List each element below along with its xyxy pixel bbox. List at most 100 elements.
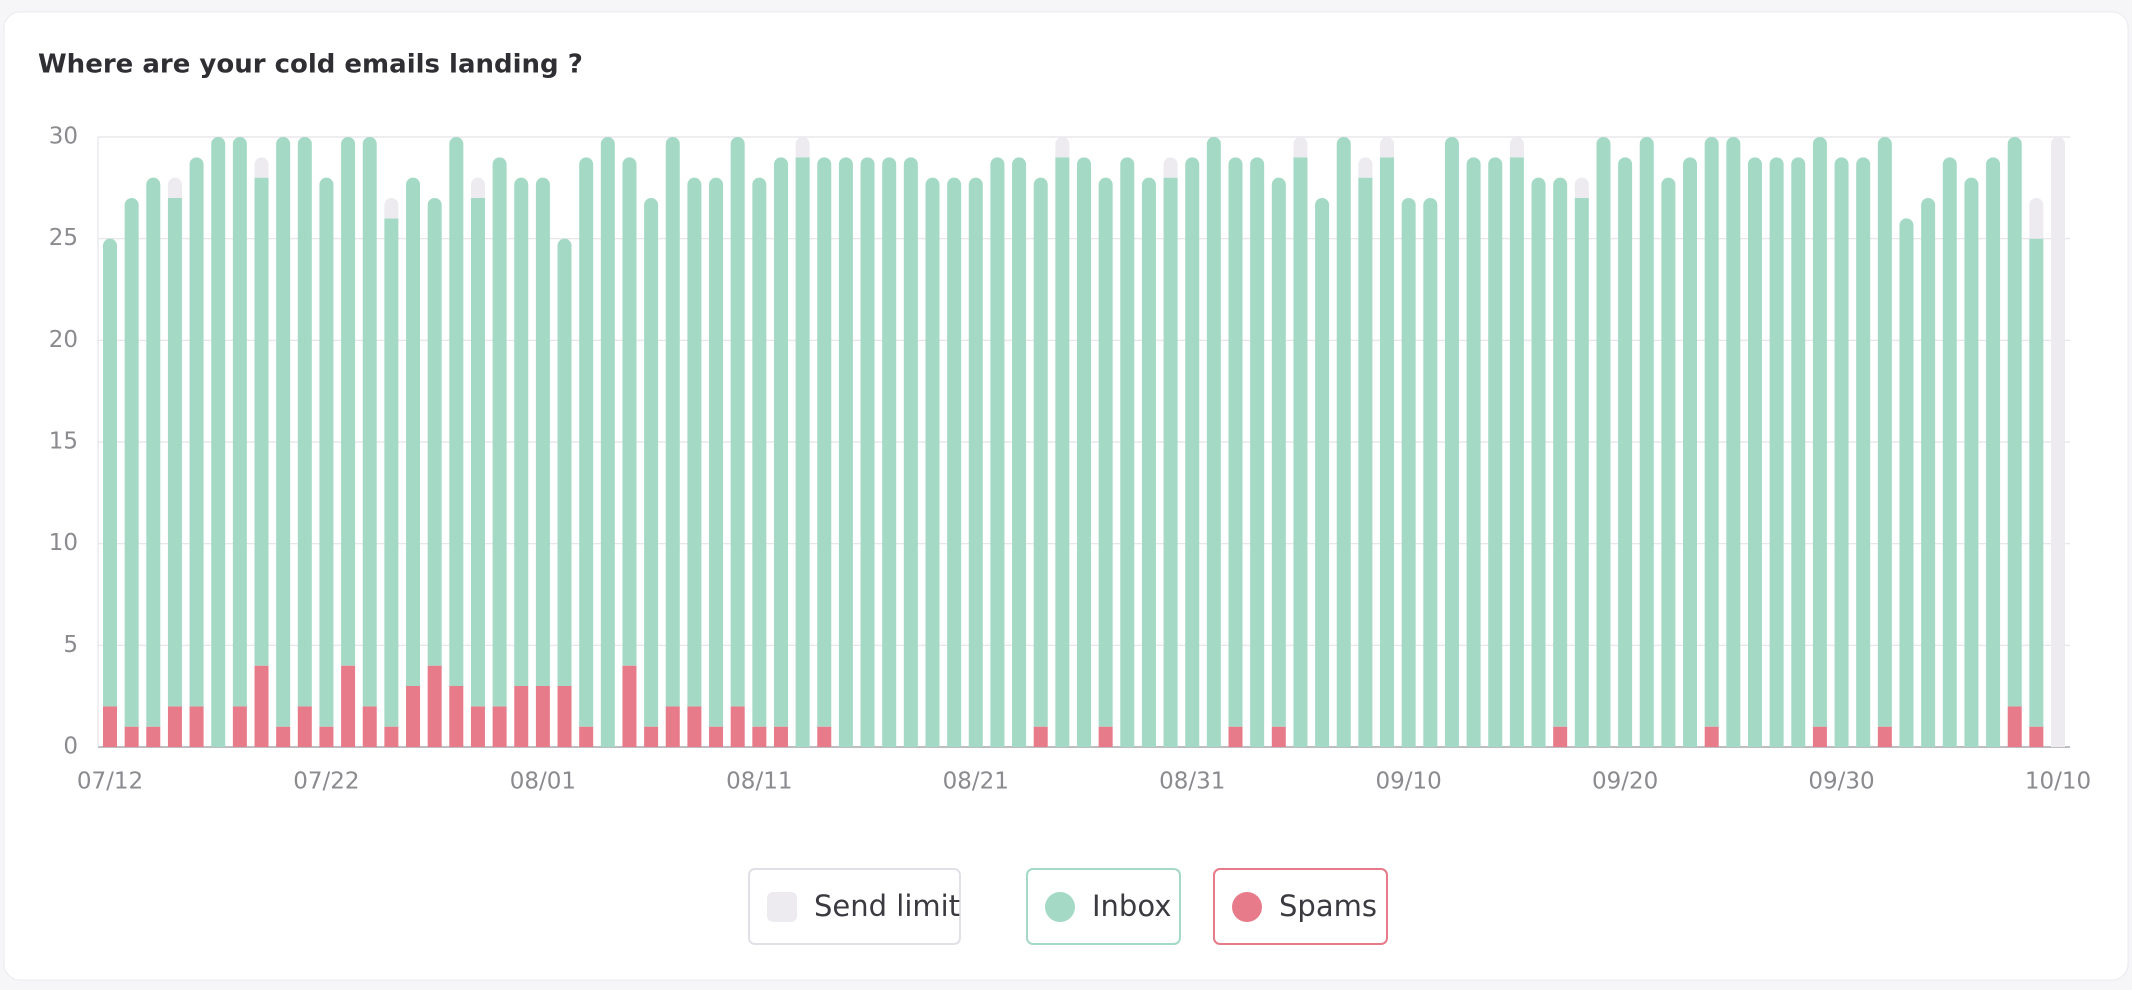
x-tick-label: 08/21 bbox=[943, 769, 1009, 795]
bar-segment bbox=[622, 157, 637, 666]
x-tick-label: 08/11 bbox=[726, 769, 792, 795]
bar-segment bbox=[947, 177, 962, 747]
bar-segment bbox=[557, 238, 572, 686]
bar-segment bbox=[406, 686, 421, 747]
bar-segment bbox=[644, 198, 659, 727]
bar-segment bbox=[1986, 157, 2001, 748]
bar-segment bbox=[514, 177, 529, 686]
bar-segment bbox=[1098, 177, 1113, 727]
bar-segment bbox=[2029, 726, 2044, 747]
bar-segment bbox=[232, 706, 247, 747]
bar-segment bbox=[1271, 177, 1286, 727]
bar-segment bbox=[795, 157, 810, 748]
bar-segment bbox=[276, 137, 291, 727]
bar-segment bbox=[427, 198, 442, 666]
bar-segment bbox=[167, 198, 182, 707]
y-tick-label: 20 bbox=[49, 327, 78, 353]
bar-segment bbox=[644, 726, 659, 747]
bar-segment bbox=[319, 726, 334, 747]
bar-segment bbox=[167, 706, 182, 747]
bar-segment bbox=[1747, 157, 1762, 748]
bar-segment bbox=[254, 157, 269, 178]
bar-segment bbox=[1812, 137, 1827, 727]
bar-segment bbox=[1661, 177, 1676, 747]
y-tick-label: 30 bbox=[49, 124, 78, 150]
bar-segment bbox=[1683, 157, 1698, 748]
bar-segment bbox=[189, 157, 204, 707]
bar-segment bbox=[709, 177, 724, 727]
bar-segment bbox=[319, 177, 334, 727]
x-tick-label: 08/31 bbox=[1159, 769, 1225, 795]
bar-segment bbox=[665, 137, 680, 707]
bar-segment bbox=[1055, 137, 1070, 158]
bar-segment bbox=[709, 726, 724, 747]
bar-segment bbox=[146, 177, 161, 727]
chart-title: Where are your cold emails landing ? bbox=[38, 50, 583, 80]
bar-segment bbox=[1921, 198, 1936, 747]
bar-segment bbox=[2029, 198, 2044, 239]
bar-segment bbox=[817, 726, 832, 747]
x-tick-label: 09/30 bbox=[1808, 769, 1874, 795]
bar-segment bbox=[1012, 157, 1027, 748]
bar-segment bbox=[622, 665, 637, 747]
bar-segment bbox=[449, 686, 464, 747]
bar-segment bbox=[470, 198, 485, 707]
bar-segment bbox=[427, 665, 442, 747]
bar-segment bbox=[1877, 137, 1892, 727]
bar-segment bbox=[1444, 137, 1459, 748]
bar-segment bbox=[1380, 157, 1395, 748]
bar-segment bbox=[384, 726, 399, 747]
bar-segment bbox=[146, 726, 161, 747]
bar-segment bbox=[665, 706, 680, 747]
bar-segment bbox=[254, 177, 269, 666]
bar-segment bbox=[103, 706, 117, 747]
bar-segment bbox=[687, 177, 702, 707]
bar-segment bbox=[1639, 137, 1654, 748]
bar-segment bbox=[384, 218, 399, 727]
bar-segment bbox=[124, 198, 139, 727]
bar-segment bbox=[795, 137, 810, 158]
bar-segment bbox=[406, 177, 421, 686]
bar-segment bbox=[341, 665, 356, 747]
x-tick-label: 07/22 bbox=[293, 769, 359, 795]
bar-segment bbox=[341, 137, 356, 666]
bar-segment bbox=[2007, 137, 2022, 707]
bar-segment bbox=[2051, 137, 2065, 747]
bar-segment bbox=[1553, 726, 1568, 747]
y-tick-label: 10 bbox=[49, 530, 78, 556]
bar-segment bbox=[1055, 157, 1070, 748]
bar-segment bbox=[362, 706, 377, 747]
bar-segment bbox=[297, 706, 312, 747]
bar-segment bbox=[882, 157, 897, 748]
y-tick-label: 5 bbox=[63, 632, 78, 658]
bar-segment bbox=[1964, 177, 1979, 747]
bar-segment bbox=[1358, 177, 1373, 747]
bar-segment bbox=[2007, 706, 2022, 747]
bar-segment bbox=[1618, 157, 1633, 748]
bar-segment bbox=[1704, 726, 1719, 747]
y-tick-label: 15 bbox=[49, 429, 78, 455]
bar-segment bbox=[557, 686, 572, 747]
bar-segment bbox=[1163, 177, 1178, 747]
bar-segment bbox=[1509, 157, 1524, 748]
bar-segment bbox=[1466, 157, 1481, 748]
bar-segment bbox=[189, 706, 204, 747]
bar-segment bbox=[1163, 157, 1178, 178]
bar-segment bbox=[730, 706, 745, 747]
bar-segment bbox=[362, 137, 377, 707]
bar-segment bbox=[1293, 137, 1308, 158]
bar-segment bbox=[773, 726, 788, 747]
bar-segment bbox=[449, 137, 464, 687]
bar-segment bbox=[1336, 137, 1351, 748]
bar-segment bbox=[1531, 177, 1546, 747]
bar-segment bbox=[600, 137, 615, 748]
bar-segment bbox=[1856, 157, 1871, 748]
bar-segment bbox=[990, 157, 1005, 748]
bar-segment bbox=[276, 726, 291, 747]
bar-segment bbox=[1834, 157, 1849, 748]
y-tick-label: 25 bbox=[49, 225, 78, 251]
bar-segment bbox=[730, 137, 745, 707]
x-tick-label: 09/20 bbox=[1592, 769, 1658, 795]
